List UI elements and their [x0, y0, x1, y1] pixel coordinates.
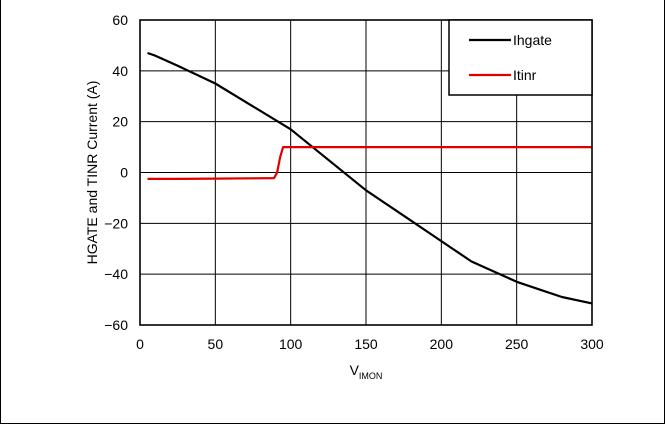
legend-label: Ihgate	[513, 32, 552, 48]
x-tick-label: 50	[208, 336, 224, 352]
x-tick-label: 250	[505, 336, 529, 352]
series-line-ihgate	[147, 51, 593, 305]
plot-border	[139, 19, 593, 326]
x-axis-label: VIMON	[350, 362, 383, 381]
legend-box	[448, 19, 593, 96]
legend-label: Itinr	[513, 67, 537, 83]
y-tick-label: −20	[104, 215, 128, 231]
y-tick-label: −40	[104, 266, 128, 282]
series-line-itinr	[147, 146, 592, 180]
x-tick-label: 150	[354, 336, 378, 352]
y-tick-label: 40	[112, 63, 128, 79]
y-tick-label: −60	[104, 317, 128, 333]
series-group	[147, 51, 593, 305]
legend: Ihgate Itinr	[448, 19, 593, 96]
y-axis-label: HGATE and TINR Current (A)	[84, 81, 100, 265]
y-tick-label: 60	[112, 12, 128, 28]
x-tick-label: 200	[430, 336, 454, 352]
x-tick-label: 300	[580, 336, 604, 352]
y-tick-label: 0	[120, 165, 128, 181]
y-tick-label: 20	[112, 114, 128, 130]
x-axis-label-main: V	[350, 362, 360, 378]
x-axis-label-subscript: IMON	[359, 371, 383, 381]
x-tick-label: 0	[136, 336, 144, 352]
x-tick-label: 100	[279, 336, 303, 352]
